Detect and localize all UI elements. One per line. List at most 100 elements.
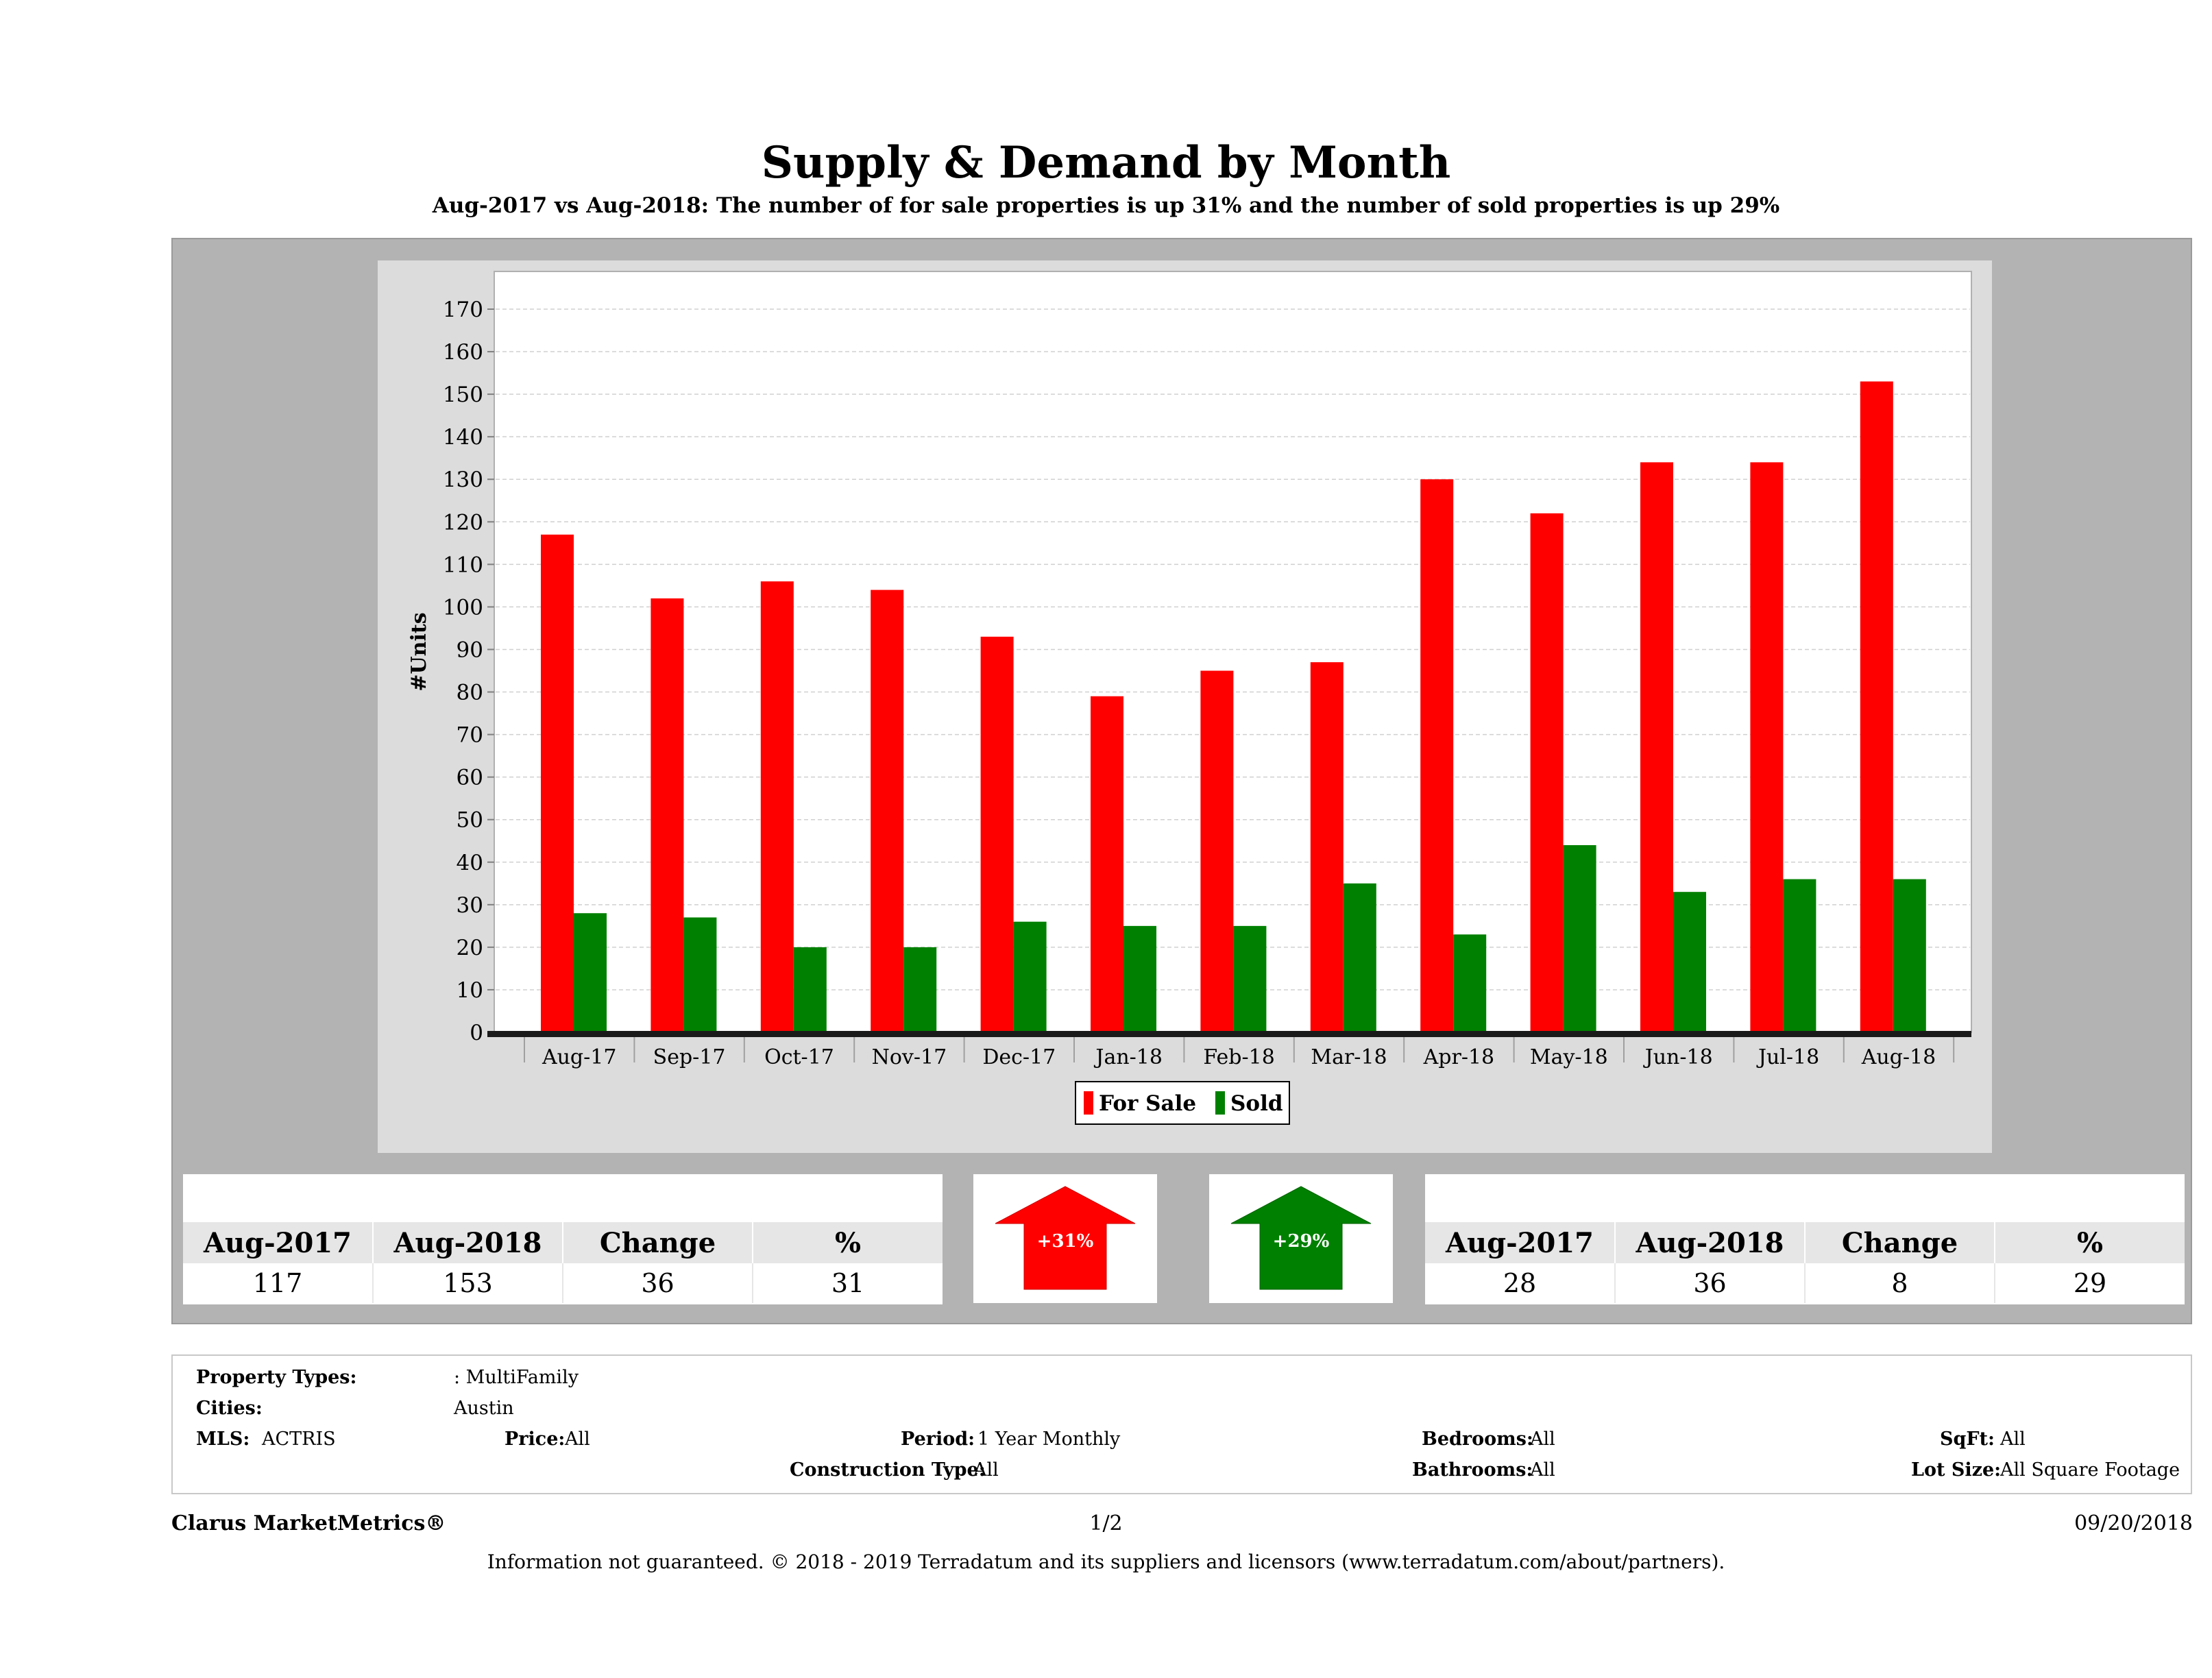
y-tick-label: 30	[457, 893, 483, 918]
for-sale-arrow-box: +31%	[973, 1174, 1157, 1303]
mls-value: ACTRIS	[262, 1428, 336, 1450]
y-tick-label: 80	[457, 681, 483, 705]
y-tick-label: 0	[470, 1021, 483, 1045]
brand-name: Clarus MarketMetrics®	[171, 1511, 446, 1535]
sold-arrow-box: +29%	[1209, 1174, 1393, 1303]
sold-up-arrow-icon: +29%	[1230, 1186, 1372, 1290]
x-tick-label: Apr-18	[1423, 1045, 1495, 1069]
x-tick-label: Mar-18	[1311, 1045, 1387, 1069]
sold-header-percent: %	[1995, 1222, 2185, 1263]
for-sale-stats-box: Aug-2017 Aug-2018 Change % 117 153 36 31	[183, 1174, 943, 1304]
sold-bar	[683, 917, 717, 1032]
for-sale-bar	[1420, 479, 1454, 1032]
legend-box	[1075, 1081, 1290, 1125]
legend-swatch-for-sale	[1084, 1091, 1093, 1115]
for-sale-value-change: 36	[563, 1263, 753, 1303]
page-title: Supply & Demand by Month	[761, 137, 1451, 189]
y-tick-label: 160	[443, 340, 483, 365]
sold-bar	[574, 913, 607, 1032]
sold-bar	[1673, 892, 1706, 1032]
x-tick-label: Oct-17	[764, 1045, 834, 1069]
x-tick-label: Feb-18	[1203, 1045, 1274, 1069]
sold-bar	[1563, 844, 1596, 1032]
mls-label: MLS:	[196, 1428, 250, 1450]
sold-header-aug-2017: Aug-2017	[1425, 1222, 1616, 1263]
for-sale-bar	[980, 636, 1014, 1032]
for-sale-bar	[651, 598, 684, 1032]
x-tick-label: Sep-17	[653, 1045, 726, 1069]
sold-value-change: 8	[1805, 1263, 1995, 1303]
sold-header-aug-2018: Aug-2018	[1615, 1222, 1806, 1263]
y-tick-label: 140	[443, 425, 483, 450]
lot-size-value: All Square Footage	[2000, 1459, 2180, 1481]
price-value: All	[565, 1428, 590, 1450]
for-sale-bar	[1640, 462, 1673, 1032]
for-sale-bar	[1750, 462, 1784, 1032]
y-tick-label: 100	[443, 595, 483, 620]
x-tick-label: May-18	[1530, 1045, 1608, 1069]
sold-stats-value-row: 28 36 8 29	[1425, 1263, 2185, 1303]
period-value: 1 Year Monthly	[977, 1428, 1121, 1450]
y-tick-label: 50	[457, 808, 483, 833]
bathrooms-label: Bathrooms:	[1412, 1459, 1533, 1481]
y-tick-label: 150	[443, 382, 483, 407]
sqft-label: SqFt:	[1940, 1428, 1995, 1450]
y-tick-label: 70	[457, 723, 483, 748]
disclaimer: Information not guaranteed. © 2018 - 201…	[487, 1551, 1725, 1573]
x-tick-label: Jun-18	[1643, 1045, 1713, 1069]
y-tick-label: 120	[443, 510, 483, 535]
legend-swatch-sold	[1215, 1091, 1225, 1115]
x-tick-label: Aug-17	[542, 1045, 617, 1069]
chart-panel: 0 10 20 30 40 50 60 70 80 90 100 110 120 130 140 150 160…	[378, 260, 1992, 1153]
legend-label-for-sale: For Sale	[1099, 1091, 1196, 1116]
sold-value-aug-2018: 36	[1615, 1263, 1806, 1303]
x-tick-label: Aug-18	[1861, 1045, 1936, 1069]
for-sale-bar	[541, 534, 574, 1032]
for-sale-bar	[1200, 670, 1234, 1032]
sold-stats-box: Aug-2017 Aug-2018 Change % 28 36 8 29	[1425, 1174, 2185, 1304]
x-tick-label: Jan-18	[1093, 1045, 1163, 1069]
for-sale-bar	[1530, 513, 1564, 1032]
sold-value-aug-2017: 28	[1425, 1263, 1616, 1303]
for-sale-stats-value-row: 117 153 36 31	[183, 1263, 943, 1303]
y-tick-label: 60	[457, 766, 483, 790]
lot-size-label: Lot Size:	[1911, 1459, 2002, 1481]
sold-bar	[1893, 879, 1926, 1032]
y-tick-label: 90	[457, 637, 483, 662]
cities-label: Cities:	[196, 1398, 263, 1419]
sold-bar	[1123, 925, 1156, 1032]
report-criteria: Property Types: : MultiFamily Cities: Au…	[171, 1354, 2192, 1494]
for-sale-bar	[1860, 381, 1893, 1032]
sold-header-change: Change	[1805, 1222, 1995, 1263]
page-subtitle: Aug-2017 vs Aug-2018: The number of for …	[432, 193, 1780, 218]
legend-label-sold: Sold	[1230, 1091, 1283, 1116]
y-tick-label: 170	[443, 297, 483, 322]
for-sale-bar	[1091, 696, 1123, 1032]
construction-type-label: Construction Type:	[790, 1459, 986, 1481]
sold-bar	[1783, 879, 1816, 1032]
for-sale-bar	[760, 581, 794, 1032]
y-tick-label: 40	[457, 851, 483, 875]
property-types-value: : MultiFamily	[454, 1367, 579, 1388]
property-types-label: Property Types:	[196, 1367, 357, 1388]
bathrooms-value: All	[1530, 1459, 1555, 1481]
y-tick-label: 10	[457, 978, 483, 1003]
for-sale-arrow-label: +31%	[1037, 1231, 1094, 1252]
y-tick-label: 110	[443, 552, 483, 577]
for-sale-stats-header-row: Aug-2017 Aug-2018 Change %	[183, 1222, 943, 1263]
sold-bar	[1013, 921, 1047, 1032]
y-tick-label: 20	[457, 936, 483, 960]
x-axis-baseline	[487, 1031, 1971, 1037]
cities-value: Austin	[454, 1398, 514, 1419]
x-tick-label: Dec-17	[982, 1045, 1056, 1069]
bedrooms-value: All	[1530, 1428, 1555, 1450]
x-tick-label: Nov-17	[872, 1045, 947, 1069]
for-sale-stats-table: Aug-2017 Aug-2018 Change % 117 153 36 31	[183, 1222, 943, 1303]
for-sale-header-percent: %	[753, 1222, 943, 1263]
y-axis-label: #Units	[407, 612, 431, 691]
price-label: Price:	[505, 1428, 566, 1450]
bar-chart: 0 10 20 30 40 50 60 70 80 90 100 110 120 130 140 150 160…	[407, 271, 1972, 1125]
sold-value-percent: 29	[2073, 1268, 2107, 1298]
sold-stats-table: Aug-2017 Aug-2018 Change % 28 36 8 29	[1425, 1222, 2185, 1303]
for-sale-header-change: Change	[563, 1222, 753, 1263]
